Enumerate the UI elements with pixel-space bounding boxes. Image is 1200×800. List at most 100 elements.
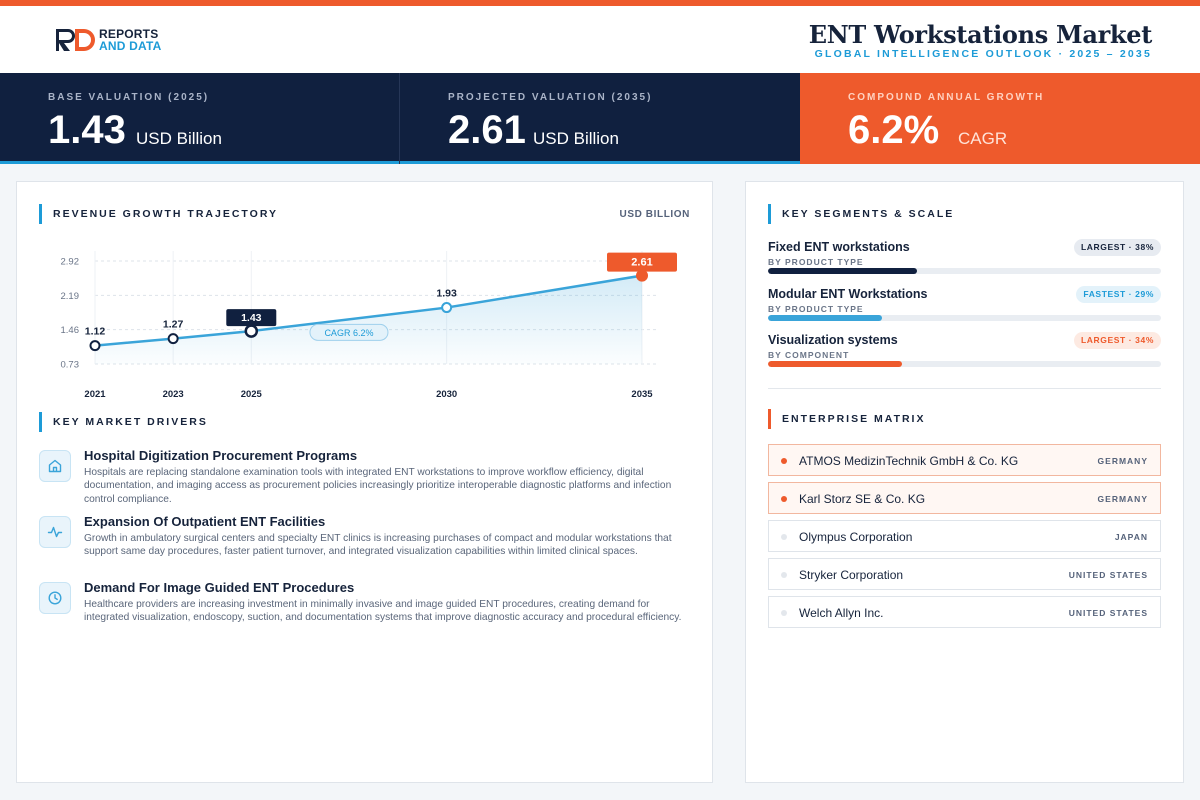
data-point [167,333,179,345]
kpi-label: COMPOUND ANNUAL GROWTH [848,92,1045,103]
section-title-bar [768,204,771,224]
kpi-projected-valuation: PROJECTED VALUATION (2035) 2.61 USD Bill… [400,73,800,164]
segment-name: Modular ENT Workstations [768,287,928,301]
driver-item: Expansion Of Outpatient ENT Facilities G… [39,514,694,580]
segment-item: Visualization systems BY COMPONENT LARGE… [768,332,1161,373]
kpi-label: BASE VALUATION (2025) [48,92,210,103]
revenue-chart: 2.92 2.19 1.46 0.73 2021 2023 2025 2030 2035 CAGR… [61,251,677,400]
segments-card: KEY SEGMENTS & SCALE Fixed ENT workstati… [745,181,1184,783]
x-tick-label: 2025 [241,389,263,400]
brand-logo[interactable]: REPORTS AND DATA [55,28,161,52]
logo-line-1: REPORTS [99,27,159,41]
data-point [441,302,453,314]
cagr-pill [309,323,389,341]
section-title-bar [39,204,42,224]
segment-share-fill [768,361,902,367]
kpi-value: 1.43 [48,108,126,152]
clock-icon [39,582,71,614]
company-name: Stryker Corporation [799,568,904,582]
page-subtitle: GLOBAL INTELLIGENCE OUTLOOK · 2025 – 203… [814,48,1152,60]
top-accent-bar [0,0,1200,6]
driver-description: Healthcare providers are increasing inve… [84,599,682,624]
segment-share-fill [768,268,918,274]
section-title-text: KEY SEGMENTS & SCALE [782,208,955,220]
x-tick-label: 2021 [84,389,106,400]
section-title-bar [768,409,771,429]
company-country: UNITED STATES [1068,570,1148,580]
data-point [244,324,259,338]
kpi-accent-line [400,161,800,164]
chart-unit-label: USD BILLION [619,209,690,220]
kpi-accent-line [0,161,399,164]
driver-item: Hospital Digitization Procurement Progra… [39,448,694,514]
segment-name: Fixed ENT workstations [768,240,910,254]
kpi-value: 2.61 [448,108,526,152]
page-title: ENT Workstations Market [808,20,1153,49]
company-country: UNITED STATES [1068,608,1148,618]
segment-share-track [768,315,1161,321]
value-callout [607,252,677,272]
enterprise-section-title: ENTERPRISE MATRIX [768,409,925,429]
drivers-section-title: KEY MARKET DRIVERS [39,412,208,432]
kpi-unit: USD Billion [533,129,619,148]
company-country: JAPAN [1114,532,1148,542]
company-name: Olympus Corporation [799,530,913,544]
value-label: 1.27 [163,319,184,331]
dot-marker [781,534,787,540]
enterprise-row[interactable]: Welch Allyn Inc. UNITED STATES [768,596,1161,628]
data-point [89,340,101,352]
segment-badge: LARGEST · 38% [1074,239,1161,256]
company-name: Welch Allyn Inc. [799,606,884,620]
cagr-label: CAGR 6.2% [324,328,373,338]
company-name: Karl Storz SE & Co. KG [799,492,926,506]
highlight-dot [781,458,787,464]
x-tick-label: 2023 [163,389,184,400]
value-label: 1.43 [241,312,262,324]
kpi-value: 6.2% [848,108,940,152]
kpi-cagr: COMPOUND ANNUAL GROWTH 6.2% CAGR [800,73,1200,164]
area-fill [95,275,642,364]
kpi-strip: BASE VALUATION (2025) 1.43 USD Billion P… [0,73,1200,164]
revenue-card: REVENUE GROWTH TRAJECTORY USD BILLION 2.… [16,181,713,783]
enterprise-row[interactable]: ATMOS MedizinTechnik GmbH & Co. KG GERMA… [768,444,1161,476]
section-title-text: REVENUE GROWTH TRAJECTORY [53,208,279,220]
rd-logo-icon [56,29,95,51]
segment-item: Fixed ENT workstations BY PRODUCT TYPE L… [768,239,1161,280]
building-icon [39,450,71,482]
x-tick-label: 2035 [631,389,653,400]
segment-category: BY PRODUCT TYPE [768,257,864,267]
driver-title: Demand For Image Guided ENT Procedures [84,580,355,595]
driver-item: Demand For Image Guided ENT Procedures H… [39,580,694,646]
section-divider [768,388,1161,389]
y-tick-label: 2.92 [61,257,80,268]
enterprise-row[interactable]: Olympus Corporation JAPAN [768,520,1161,552]
enterprise-row[interactable]: Stryker Corporation UNITED STATES [768,558,1161,590]
segment-category: BY COMPONENT [768,350,850,360]
segment-badge: FASTEST · 29% [1076,286,1161,303]
value-label: 2.61 [631,257,652,269]
section-title-text: ENTERPRISE MATRIX [782,413,926,425]
x-tick-label: 2030 [436,389,457,400]
value-callout [226,309,277,327]
value-label: 1.12 [85,326,106,338]
driver-title: Expansion Of Outpatient ENT Facilities [84,514,326,529]
enterprise-row[interactable]: Karl Storz SE & Co. KG GERMANY [768,482,1161,514]
kpi-unit: CAGR [958,129,1008,148]
kpi-base-valuation: BASE VALUATION (2025) 1.43 USD Billion [0,73,400,164]
driver-description: Growth in ambulatory surgical centers an… [84,533,672,558]
highlight-dot [781,496,787,502]
segment-name: Visualization systems [768,333,898,347]
dot-marker [781,572,787,578]
y-tick-label: 0.73 [61,360,80,371]
header: REPORTS AND DATA ENT Workstations Market… [0,6,1200,73]
company-name: ATMOS MedizinTechnik GmbH & Co. KG [799,454,1019,468]
dot-marker [781,610,787,616]
segment-share-fill [768,315,882,321]
driver-title: Hospital Digitization Procurement Progra… [84,448,358,463]
segment-share-track [768,268,1161,274]
data-point [636,269,648,282]
driver-description: Hospitals are replacing standalone exami… [84,467,672,505]
segment-category: BY PRODUCT TYPE [768,304,864,314]
y-tick-label: 2.19 [61,291,80,302]
kpi-unit: USD Billion [136,129,222,148]
